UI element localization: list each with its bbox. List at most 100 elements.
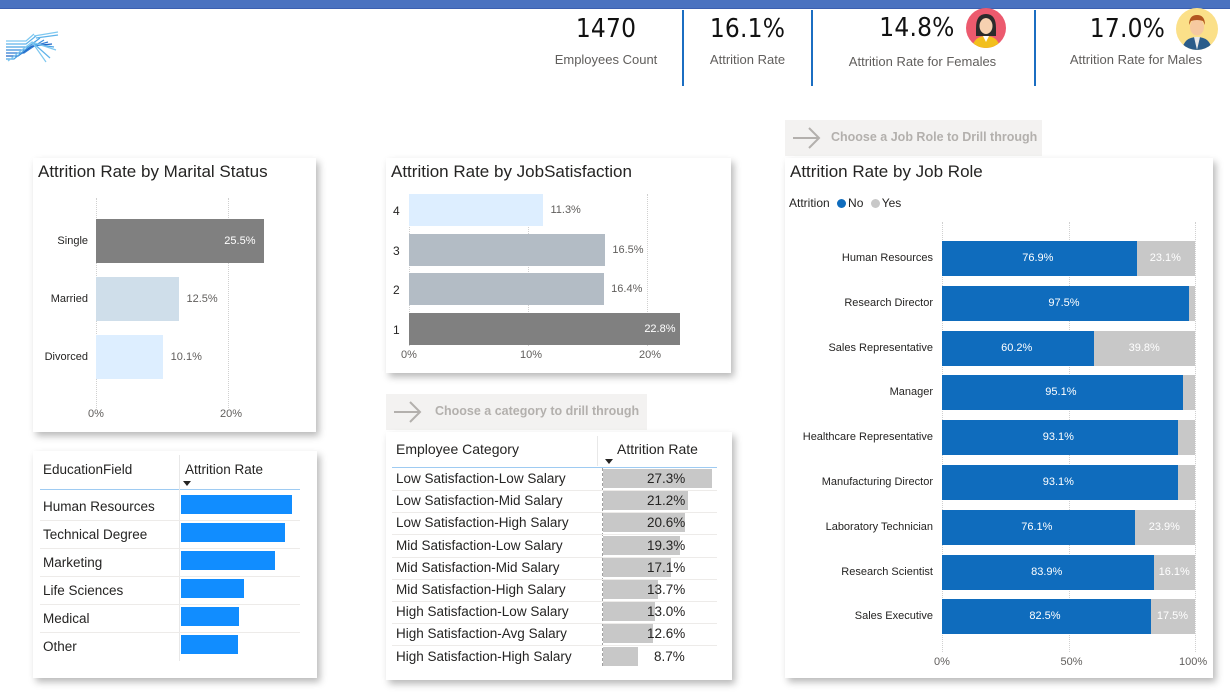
bar-no[interactable] [942,420,1178,456]
bar-no[interactable] [942,285,1189,321]
category-label: 2 [393,283,400,297]
bar[interactable] [409,194,544,226]
bar-yes[interactable] [1188,285,1195,321]
bar-yes[interactable] [1177,420,1195,456]
bar-no[interactable] [942,509,1135,545]
bar-no[interactable] [942,241,1137,276]
chart-title: Attrition Rate by Marital Status [38,162,268,181]
category-label: Single [57,235,88,247]
job-role-chart[interactable]: Attrition Rate by Job Role Attrition No … [785,158,1213,678]
bar[interactable] [409,313,681,345]
row-label: Mid Satisfaction-Mid Salary [396,559,560,575]
column-header[interactable]: Attrition Rate [617,441,698,457]
row-value: 17.1% [647,559,686,575]
legend-dot-yes [870,199,880,208]
row-label: Medical [43,611,90,626]
drill-through-category-button[interactable]: Choose a category to drill through [386,394,647,430]
drill-through-job-role-button[interactable]: Choose a Job Role to Drill through [785,120,1042,156]
data-label-no: 82.5% [1029,610,1061,623]
company-logo [6,31,59,63]
legend-item-no[interactable]: No [848,196,864,210]
x-tick-label: 0% [88,408,104,420]
table-bar[interactable] [181,607,240,626]
plot-area: Human Resources 76.9% 23.1% Research Direct… [785,158,1213,678]
bar-no[interactable] [942,375,1183,411]
table-bar[interactable] [603,557,672,577]
row-divider [392,556,717,558]
bar-yes[interactable] [1182,375,1195,411]
bar[interactable] [409,273,605,305]
marital-status-chart[interactable]: Attrition Rate by Marital Status Single 2… [33,158,316,432]
table-bar[interactable] [181,523,285,542]
table-bar[interactable] [181,495,292,514]
column-header[interactable]: EducationField [43,462,133,477]
table-bar[interactable] [603,469,712,488]
job-satisfaction-chart[interactable]: Attrition Rate by JobSatisfaction 4 11.3%… [386,158,731,373]
category-label: Research Scientist [841,565,933,578]
bar-no[interactable] [942,599,1151,635]
column-header[interactable]: Attrition Rate [185,462,264,477]
row-divider [40,548,300,549]
data-label-yes: 23.1% [1149,252,1181,264]
kpi-label: Employees Count [554,52,658,67]
x-tick-label: 0% [934,656,950,668]
row-label: Human Resources [43,499,155,514]
data-label-no: 97.5% [1048,296,1080,309]
bar-yes[interactable] [1154,554,1195,590]
table-bar[interactable] [181,635,239,654]
bar-no[interactable] [942,465,1178,500]
category-label: Manager [889,386,933,399]
row-divider [40,632,300,633]
kpi-value: 1470 [575,14,637,44]
bar[interactable] [96,277,179,321]
kpi-separator [811,10,813,86]
data-label-yes: 17.5% [1156,610,1189,623]
category-label: 4 [393,204,400,218]
bar[interactable] [96,219,265,263]
data-label: 22.8% [644,323,676,335]
table-bar[interactable] [603,602,655,622]
bar-yes[interactable] [1177,465,1195,500]
sort-descending-icon [605,459,613,464]
male-avatar-icon [1176,8,1219,50]
row-divider [392,534,717,536]
table-bar[interactable] [603,491,688,511]
category-label: Human Resources [841,252,933,264]
bar-yes[interactable] [1150,599,1195,635]
bar[interactable] [409,234,606,266]
education-field-table[interactable]: EducationField Attrition Rate Human Resour… [33,451,317,678]
bar-no[interactable] [942,330,1095,366]
data-label: 11.3% [550,204,581,216]
bar[interactable] [96,335,163,379]
gridline [647,194,648,346]
x-tick-label: 100% [1179,656,1208,668]
legend-item-yes[interactable]: Yes [881,196,902,210]
table-bar[interactable] [603,535,681,555]
top-accent-bar [0,0,1230,9]
data-label: 16.4% [611,283,643,295]
table-bar[interactable] [603,624,654,644]
row-value: 20.6% [647,515,686,531]
data-label-yes: 39.8% [1128,341,1160,354]
column-header[interactable]: Employee Category [396,441,519,457]
data-label: 10.1% [170,351,202,363]
bar-yes[interactable] [1136,241,1195,276]
bar-no[interactable] [942,554,1155,590]
bar-yes[interactable] [1094,330,1195,366]
gridline [228,198,229,408]
kpi-label: Attrition Rate for Males [1069,52,1203,67]
plot-area: Single 25.5% Married 12.5% Divorced 10.1% 0% 20… [33,158,316,432]
table-bar[interactable] [603,646,638,666]
table-bar[interactable] [603,580,658,599]
data-label-no: 83.9% [1031,565,1063,578]
data-label-no: 76.9% [1022,252,1054,264]
row-label: Low Satisfaction-Mid Salary [396,493,563,509]
category-label: Research Director [844,296,933,309]
gridline [1195,222,1196,652]
table-bar[interactable] [181,551,276,570]
table-bar[interactable] [603,513,686,533]
data-label: 16.5% [612,244,644,256]
table-bar[interactable] [181,579,244,598]
employee-category-table[interactable]: Employee Category Attrition Rate Low Satis… [386,432,732,680]
bar-yes[interactable] [1134,509,1195,545]
